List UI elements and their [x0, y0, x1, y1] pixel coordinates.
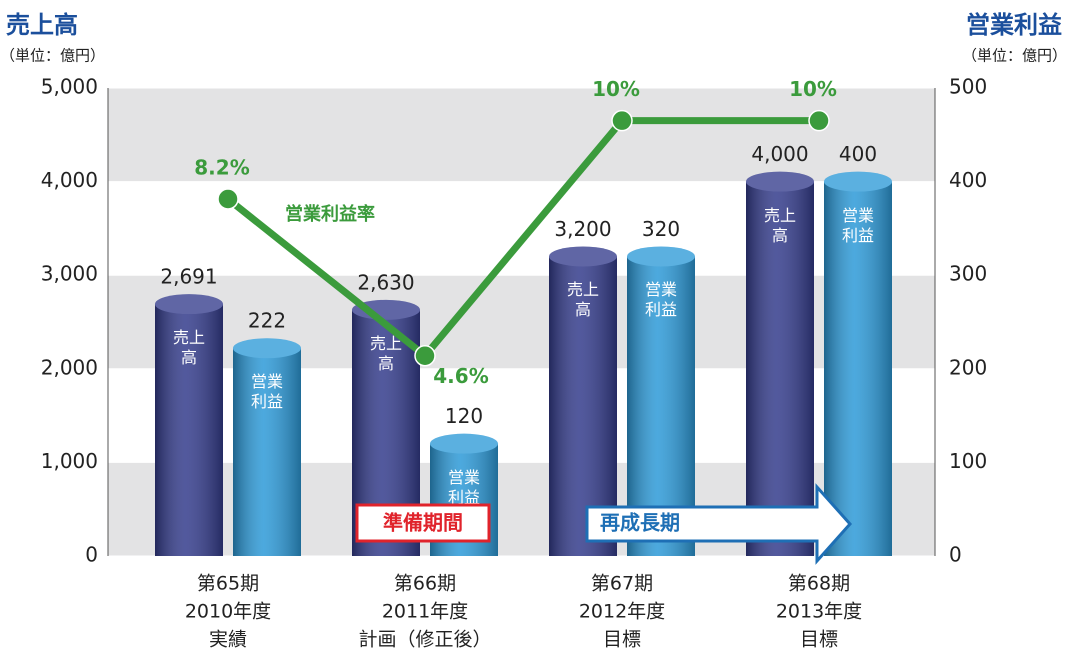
line — [225, 117, 819, 360]
bar-top — [549, 246, 617, 267]
bar-top — [430, 433, 498, 454]
bar-inner-label: 営業利益 — [841, 205, 874, 245]
bar: 営業利益 — [824, 171, 892, 556]
line-value-label: 8.2% — [194, 156, 249, 180]
bar-top-hi — [627, 246, 695, 267]
y-axis-title: 売上高 — [6, 11, 78, 39]
series-name: 営業利益 — [841, 205, 874, 245]
value-label: 4,000 — [751, 142, 808, 166]
x-tick-label: 実績 — [209, 629, 247, 651]
bar: 売上高 — [549, 246, 617, 556]
bar-inner-label: 売上高 — [172, 328, 205, 368]
line-point — [808, 109, 830, 132]
bar-inner-label: 売上高 — [566, 280, 599, 320]
bar-shade — [155, 304, 223, 556]
series-name: 営業利益 — [250, 372, 283, 412]
bar-inner-label: 売上高 — [763, 205, 796, 245]
value-label: 120 — [445, 404, 483, 428]
series-name: 営業利益 — [644, 280, 677, 320]
y-tick-label: 1,000 — [41, 449, 98, 473]
x-tick-label: 計画（修正後） — [358, 629, 491, 651]
x-tick-label: 第66期 — [394, 573, 456, 595]
x-tick-label: 2012年度 — [579, 601, 665, 623]
y2-tick-label: 0 — [949, 543, 962, 567]
bar-shade — [824, 181, 892, 556]
value-label: 2,630 — [357, 270, 414, 294]
x-tick-label: 2013年度 — [776, 601, 862, 623]
value-label: 320 — [642, 217, 680, 241]
bar-shade — [746, 181, 814, 556]
y-tick-label: 5,000 — [41, 75, 98, 99]
y2-tick-label: 400 — [949, 168, 987, 192]
bar-inner-label: 営業利益 — [644, 280, 677, 320]
bar-top — [746, 171, 814, 192]
line-value-label: 4.6% — [433, 364, 488, 388]
y-axis-unit: （単位：億円） — [0, 47, 105, 65]
bar-inner-label: 売上高 — [369, 333, 402, 373]
bar-top-hi — [155, 294, 223, 315]
y-tick-label: 0 — [85, 543, 98, 567]
y2-tick-label: 500 — [949, 75, 987, 99]
bar-top-hi — [549, 246, 617, 267]
bar-top — [824, 171, 892, 192]
bar-top-hi — [746, 171, 814, 192]
y-tick-label: 4,000 — [41, 168, 98, 192]
line-point — [414, 344, 436, 367]
bar-shade — [233, 348, 301, 556]
bar-top-hi — [824, 171, 892, 192]
x-tick-label: 第67期 — [591, 573, 653, 595]
x-tick-label: 目標 — [800, 629, 838, 651]
grid-band — [108, 88, 935, 182]
value-label: 3,200 — [554, 217, 611, 241]
line-value-label: 10% — [789, 77, 837, 101]
y-tick-label: 3,000 — [41, 262, 98, 286]
y-tick-label: 2,000 — [41, 355, 98, 379]
annotation-box — [355, 503, 491, 543]
series-name: 営業利益 — [447, 467, 480, 507]
line-point — [611, 109, 633, 132]
x-tick-label: 目標 — [603, 629, 641, 651]
bar-top — [627, 246, 695, 267]
bar-top-hi — [233, 338, 301, 359]
x-tick-label: 2010年度 — [185, 601, 271, 623]
bar: 売上高 — [746, 171, 814, 556]
value-label: 2,691 — [160, 265, 217, 289]
y2-tick-label: 200 — [949, 355, 987, 379]
y2-tick-label: 300 — [949, 262, 987, 286]
x-tick-label: 第65期 — [197, 573, 259, 595]
bar: 売上高 — [155, 294, 223, 556]
value-label: 400 — [839, 142, 877, 166]
y2-axis-unit: （単位：億円） — [962, 47, 1067, 65]
annotation: 準備期間 — [383, 511, 463, 535]
annotation: 再成長期 — [600, 511, 680, 535]
bar-inner-label: 営業利益 — [447, 467, 480, 507]
line-name: 営業利益率 — [285, 203, 375, 225]
line-value-label: 10% — [592, 77, 640, 101]
x-tick-label: 第68期 — [788, 573, 850, 595]
bar: 営業利益 — [233, 338, 301, 556]
x-tick-label: 2011年度 — [382, 601, 468, 623]
value-label: 222 — [248, 309, 286, 333]
series-name: 売上高 — [566, 280, 599, 320]
bar-top — [155, 294, 223, 315]
bar-top — [233, 338, 301, 359]
line-point — [217, 188, 239, 210]
y2-tick-label: 100 — [949, 449, 987, 473]
series-name: 売上高 — [172, 328, 205, 368]
series-name: 売上高 — [369, 333, 402, 373]
y2-axis-title: 営業利益 — [966, 11, 1062, 39]
series-name: 売上高 — [763, 205, 796, 245]
annotation-arrow — [585, 483, 853, 565]
bar-top-hi — [430, 433, 498, 454]
bar-inner-label: 営業利益 — [250, 372, 283, 412]
